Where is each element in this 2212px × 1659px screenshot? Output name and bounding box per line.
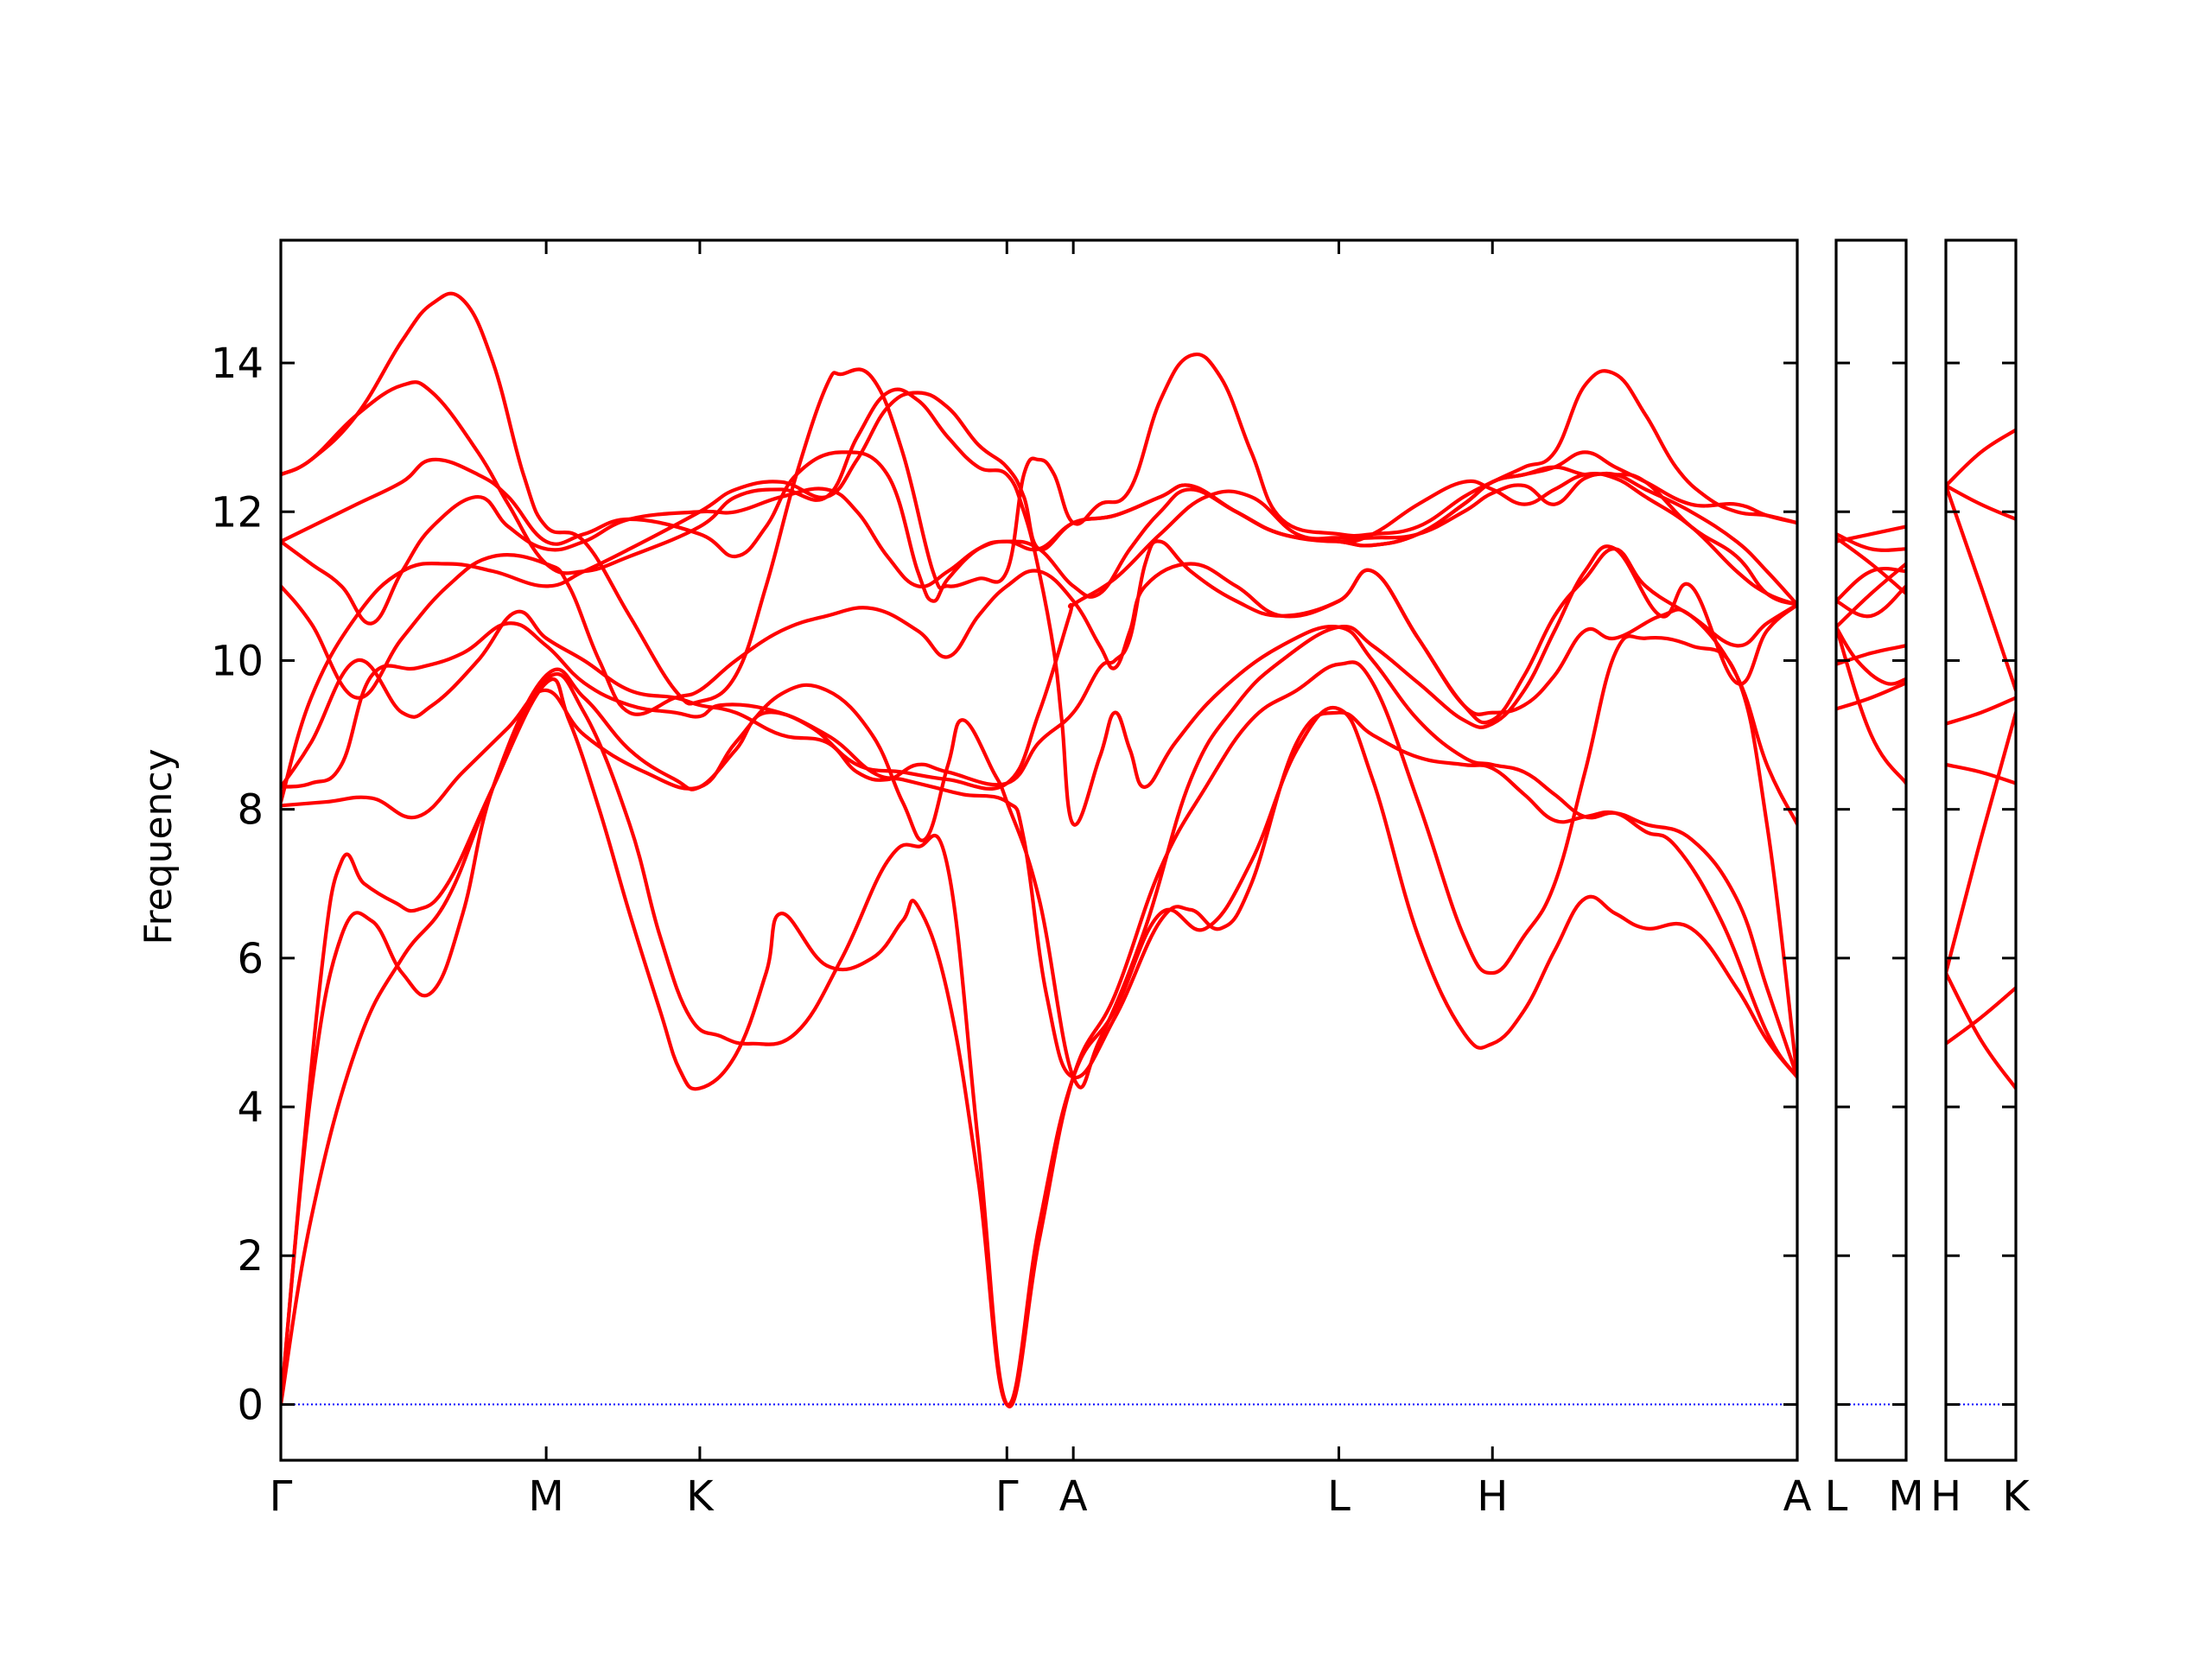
phonon-band-5 <box>281 472 1797 791</box>
axes-frame <box>279 238 1799 1462</box>
x-tick-label: Γ <box>270 1472 293 1521</box>
phonon-band-4 <box>1836 625 1906 785</box>
y-tick-label: 10 <box>211 637 264 685</box>
y-tick-label: 8 <box>237 786 264 835</box>
x-tick-label: M <box>528 1472 563 1521</box>
phonon-band-7 <box>281 547 1797 725</box>
phonon-band-9 <box>1836 531 1906 552</box>
x-tick-label: H <box>1930 1472 1961 1521</box>
phonon-band-1 <box>1946 986 2016 1046</box>
phonon-band-3 <box>1836 625 1906 686</box>
x-tick-label: L <box>1825 1472 1848 1521</box>
phonon-band-8 <box>1946 428 2016 488</box>
phonon-band-1 <box>1836 681 1906 711</box>
phonon-band-5 <box>1836 584 1906 619</box>
x-tick-label: H <box>1477 1472 1508 1521</box>
phonon-band-3 <box>1946 710 2016 976</box>
phonon-band-6 <box>1946 484 2016 692</box>
phonon-band-11 <box>281 291 1797 706</box>
axes-frame <box>1944 238 2018 1462</box>
phonon-band-2 <box>1946 970 2016 1090</box>
x-tick-label: L <box>1327 1472 1351 1521</box>
phonon-band-10 <box>1836 562 1906 629</box>
y-axis-label: Frequency <box>137 748 181 944</box>
x-tick-label: A <box>1059 1472 1088 1521</box>
phonon-band-8 <box>1836 536 1906 596</box>
x-tick-label: K <box>686 1472 715 1521</box>
phonon-band-6 <box>281 539 1797 826</box>
x-tick-label: M <box>1888 1472 1923 1521</box>
phonon-band-12 <box>281 391 1797 804</box>
y-tick-label: 2 <box>237 1232 264 1281</box>
phonon-band-5 <box>1946 696 2016 726</box>
band-group <box>281 291 1797 1408</box>
axes-frame <box>1834 238 1908 1462</box>
y-tick-label: 4 <box>237 1084 264 1132</box>
y-tick-label: 12 <box>211 488 264 537</box>
band-group <box>1946 428 2016 1090</box>
phonon-band-3 <box>281 667 1797 1407</box>
x-tick-label: K <box>2002 1472 2031 1521</box>
phonon-band-7 <box>1946 484 2016 521</box>
x-tick-label: A <box>1783 1472 1812 1521</box>
x-tick-label: Γ <box>995 1472 1019 1521</box>
phonon-band-10 <box>281 380 1797 1079</box>
phonon-band-4 <box>1946 762 2016 785</box>
y-tick-label: 14 <box>211 340 264 388</box>
y-tick-label: 6 <box>237 935 264 983</box>
y-tick-label: 0 <box>237 1381 264 1429</box>
